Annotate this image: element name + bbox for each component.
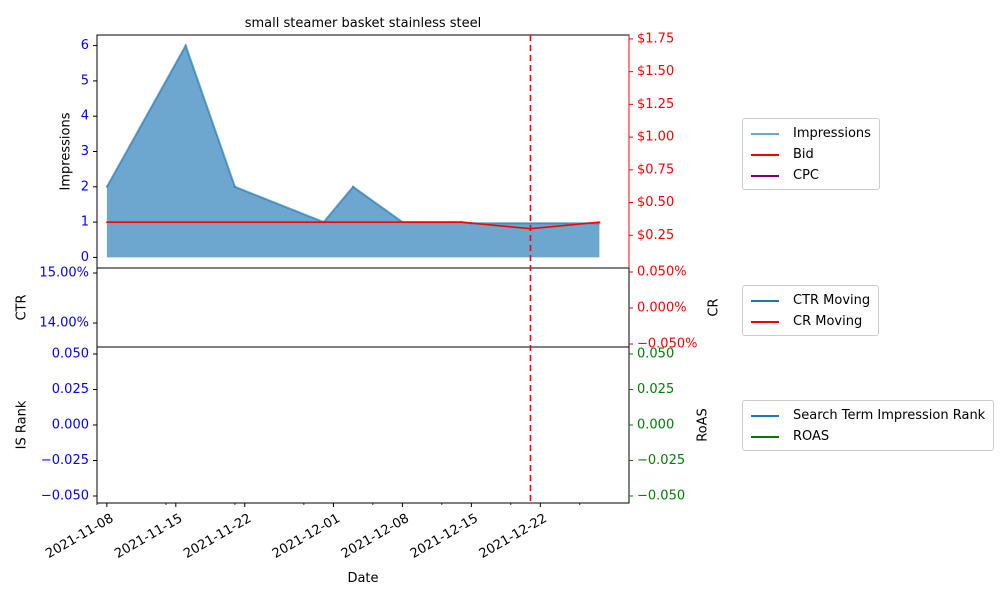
axes-layer [93,34,633,507]
legend-middle: CTR Moving CR Moving [742,285,880,336]
right-tick-top-1-25: $1.25 [637,97,674,112]
left-tick-middle-14-00: 14.00% [39,316,89,331]
legend-item-roas: ROAS [751,426,985,447]
impressions-point-2 [184,44,187,47]
legend-label-search-term-impression-rank: Search Term Impression Rank [793,408,986,423]
right-tick-top-0-75: $0.75 [637,162,674,177]
right-tick-top-1-00: $1.00 [637,130,674,145]
legend-swatch-ctr-moving [751,299,779,302]
right-tick-middle-0-050: 0.050% [637,265,687,280]
impressions-point-1 [105,185,109,188]
right-tick-top-1-75: $1.75 [637,31,674,46]
series-lines-layer [106,35,601,503]
left-tick-top-0: 0 [81,250,89,265]
bid-line [106,221,600,230]
bid-point-1 [106,221,108,223]
cr-axis-label: CR [707,298,722,316]
left-tick-bottom-0-025: 0.025 [52,382,89,397]
chart-title: small steamer basket stainless steel [245,16,481,31]
right-tick-top-0-50: $0.50 [637,195,674,210]
legend-swatch-impressions [751,132,779,135]
panel-frame-bottom [96,346,630,504]
right-tick-middle-neg0-050: −0.050% [637,337,697,352]
x-axis-label: Date [347,571,378,586]
x-tick-2021-12-22: 2021-12-22 [477,511,550,562]
right-tick-middle-0-000: 0.000% [637,301,687,316]
left-tick-bottom-neg0-025: −0.025 [41,453,89,468]
bid-point-4 [598,221,601,223]
left-tick-bottom-0-000: 0.000 [52,418,89,433]
legend-item-bid: Bid [751,144,871,165]
right-tick-bottom-0-000: 0.000 [637,418,674,433]
x-tick-2021-11-15: 2021-11-15 [112,511,185,562]
legend-swatch-cpc [751,174,779,177]
impressions-axis-label: Impressions [59,112,74,190]
impressions-area [106,45,600,258]
left-tick-top-3: 3 [81,144,89,159]
legend-item-ctr-moving: CTR Moving [751,290,870,311]
left-tick-top-5: 5 [81,73,89,88]
tick-labels-layer: 0 1 2 3 4 5 6 $0.25 $0.50 $0.75 $1.00 $1.25 $1.50 $1.… [15,31,722,561]
left-tick-top-6: 6 [81,38,89,53]
legend-swatch-bid [751,153,779,156]
legend-label-bid: Bid [793,147,814,162]
left-tick-top-4: 4 [81,109,89,124]
impressions-point-5 [351,185,355,188]
right-tick-bottom-neg0-050: −0.050 [637,489,685,504]
right-tick-bottom-0-025: 0.025 [637,382,674,397]
x-tick-2021-12-08: 2021-12-08 [339,511,412,562]
bid-point-2 [460,221,463,223]
left-tick-top-2: 2 [81,179,89,194]
legend-bottom: Search Term Impression Rank ROAS [742,400,995,451]
right-tick-bottom-0-050: 0.050 [637,347,674,362]
legend-top: Impressions Bid CPC [742,118,880,190]
legend-label-roas: ROAS [793,429,830,444]
panel-frame-middle [96,267,630,348]
legend-label-impressions: Impressions [793,126,871,141]
left-tick-top-1: 1 [81,215,89,230]
roas-axis-label: RoAS [696,408,711,442]
ctr-axis-label: CTR [15,294,30,320]
x-tick-2021-11-22: 2021-11-22 [181,511,254,562]
legend-item-cpc: CPC [751,165,871,186]
legend-swatch-roas [751,435,779,438]
legend-item-cr-moving: CR Moving [751,311,870,332]
legend-label-cpc: CPC [793,168,819,183]
left-tick-middle-15-00: 15.00% [39,266,89,281]
left-tick-bottom-0-050: 0.050 [52,347,89,362]
x-tick-2021-11-08: 2021-11-08 [43,511,116,562]
right-tick-bottom-neg0-025: −0.025 [637,453,685,468]
x-tick-2021-12-15: 2021-12-15 [408,511,481,562]
is-rank-axis-label: IS Rank [15,400,30,449]
right-tick-top-1-50: $1.50 [637,64,674,79]
legend-item-impressions: Impressions [751,123,871,144]
x-tick-2021-12-01: 2021-12-01 [270,511,343,562]
impressions-area-layer [105,43,601,258]
legend-swatch-search-term-impression-rank [751,414,779,417]
legend-swatch-cr-moving [751,320,779,323]
left-tick-bottom-neg0-050: −0.050 [41,489,89,504]
impressions-point-3 [233,185,237,188]
legend-label-cr-moving: CR Moving [793,314,863,329]
right-tick-top-0-25: $0.25 [637,228,674,243]
legend-label-ctr-moving: CTR Moving [793,293,871,308]
legend-item-search-term-impression-rank: Search Term Impression Rank [751,405,985,426]
